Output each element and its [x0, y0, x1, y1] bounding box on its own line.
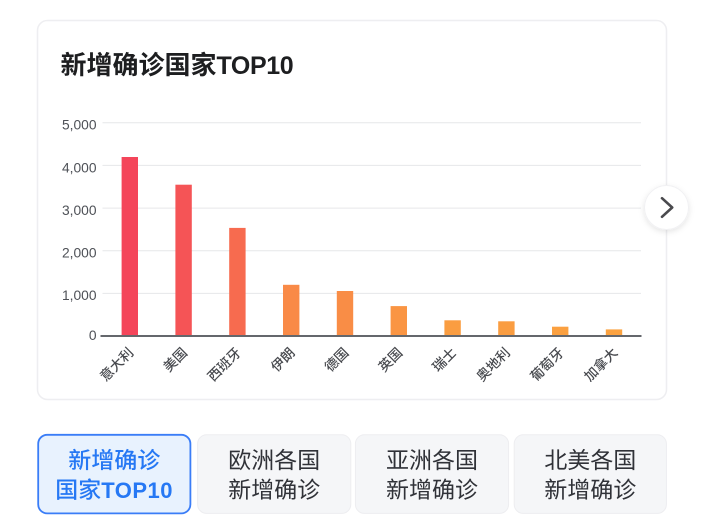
- svg-text:5,000: 5,000: [62, 118, 97, 133]
- svg-text:0: 0: [89, 328, 97, 343]
- svg-text:TOP10: TOP10: [101, 478, 173, 503]
- svg-text:3,000: 3,000: [62, 203, 97, 218]
- svg-text:4,000: 4,000: [62, 160, 97, 175]
- svg-text:TOP10: TOP10: [217, 52, 294, 80]
- svg-text:2,000: 2,000: [62, 246, 97, 261]
- svg-text:1,000: 1,000: [62, 288, 97, 303]
